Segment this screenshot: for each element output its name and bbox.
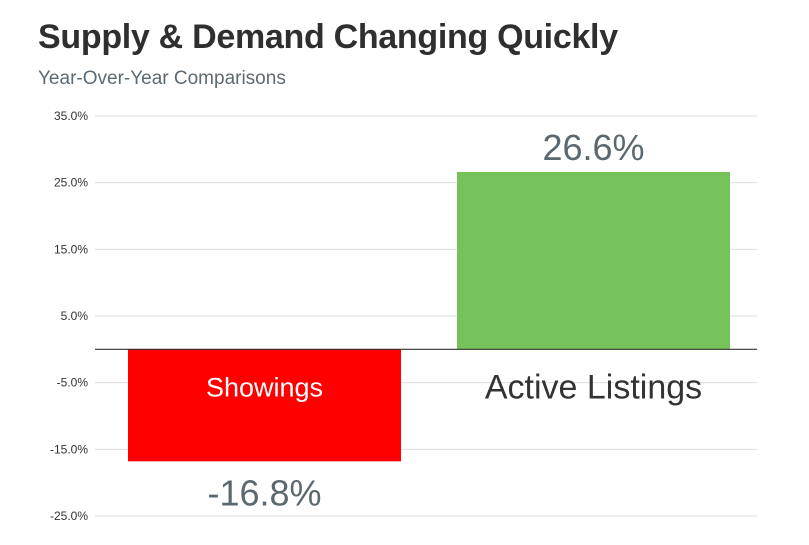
y-tick-label: 15.0% <box>54 242 88 256</box>
y-tick-label: -15.0% <box>50 442 88 456</box>
y-tick-label: 35.0% <box>54 109 88 123</box>
y-tick-label: -25.0% <box>50 509 88 523</box>
chart-title: Supply & Demand Changing Quickly <box>38 18 618 56</box>
y-tick-label: -5.0% <box>57 376 89 390</box>
chart-subtitle: Year-Over-Year Comparisons <box>38 68 286 89</box>
y-tick-label: 5.0% <box>61 309 89 323</box>
bar <box>128 349 401 462</box>
data-label: 26.6% <box>542 127 644 168</box>
category-label: Active Listings <box>485 368 702 406</box>
y-tick-label: 25.0% <box>54 176 88 190</box>
bar <box>457 172 730 350</box>
category-label: Showings <box>206 372 323 402</box>
data-label: -16.8% <box>207 472 321 513</box>
